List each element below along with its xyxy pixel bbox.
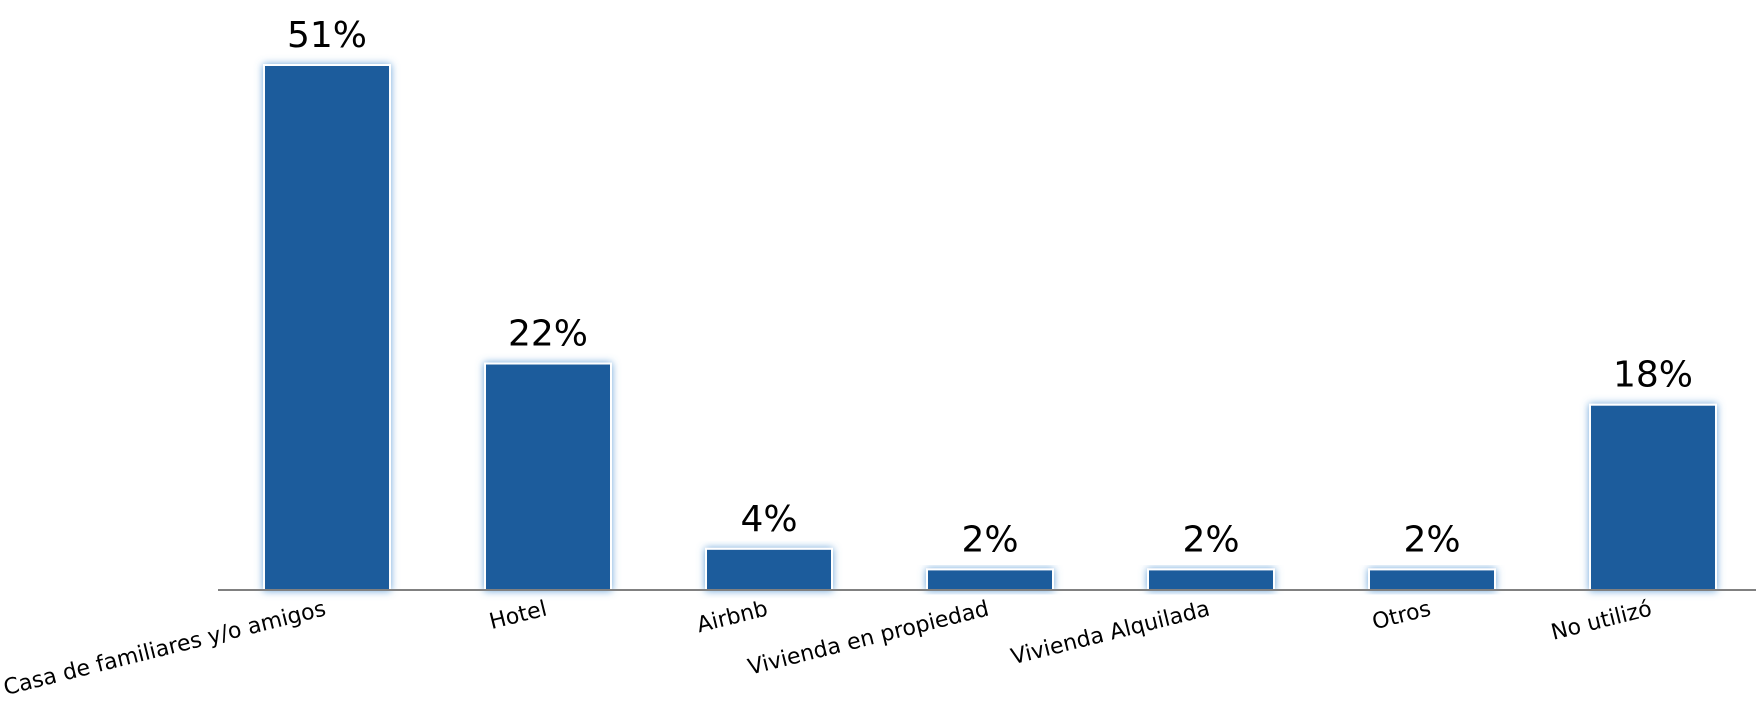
bar-3 <box>926 568 1054 591</box>
category-labels-layer: Casa de familiares y/o amigos Hotel Airbnb… <box>1 597 1654 701</box>
bar-5 <box>1368 568 1496 591</box>
bar-2 <box>705 547 833 592</box>
category-label-3: Vivienda en propiedad <box>746 597 992 681</box>
category-label-2: Airbnb <box>694 597 770 639</box>
value-label-0: 51% <box>287 15 367 56</box>
bar-6 <box>1589 403 1717 591</box>
value-label-5: 2% <box>1403 519 1460 560</box>
category-label-1: Hotel <box>487 597 550 635</box>
value-label-1: 22% <box>508 314 588 355</box>
value-label-3: 2% <box>961 519 1018 560</box>
bar-4 <box>1147 568 1275 591</box>
bar-0 <box>263 64 391 591</box>
category-label-0: Casa de familiares y/o amigos <box>1 597 328 701</box>
bars-layer <box>263 64 1717 592</box>
value-label-6: 18% <box>1613 355 1693 396</box>
category-label-5: Otros <box>1370 597 1434 636</box>
bar-1 <box>484 362 612 591</box>
value-label-2: 4% <box>740 499 797 540</box>
value-labels-layer: 51% 22% 4% 2% 2% 2% 18% <box>287 15 1693 560</box>
category-label-6: No utilizó <box>1549 597 1655 646</box>
category-label-4: Vivienda Alquilada <box>1009 597 1213 671</box>
value-label-4: 2% <box>1182 519 1239 560</box>
